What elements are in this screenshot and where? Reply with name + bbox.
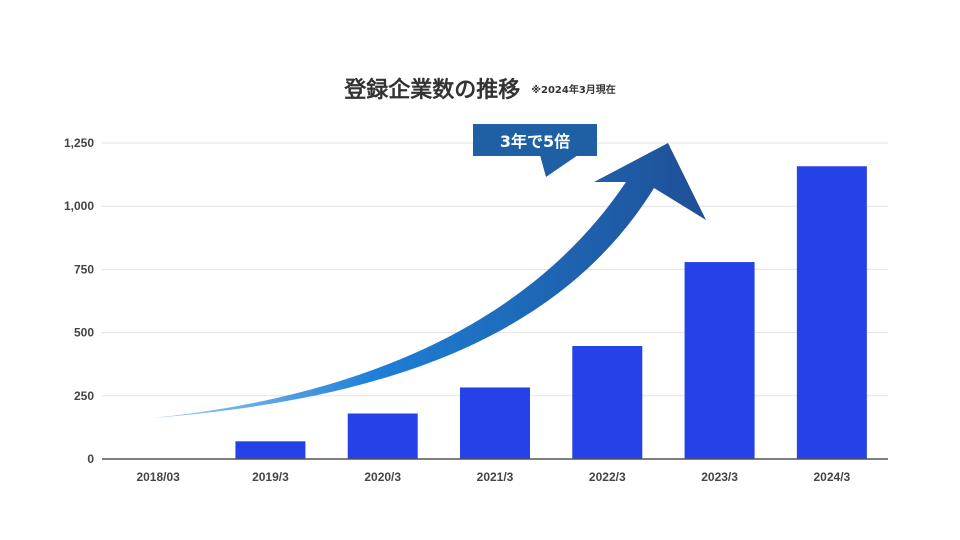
x-tick-label: 2020/3 [364,470,401,484]
growth-arrow [152,143,706,418]
growth-callout-label: 3年で5倍 [499,132,571,151]
y-tick-label: 500 [74,326,94,340]
y-tick-label: 1,000 [64,199,94,213]
x-tick-label: 2024/3 [814,470,851,484]
x-axis-ticks: 2018/03 2019/3 2020/3 2021/3 2022/3 2023/3 202… [136,470,850,484]
y-axis-ticks: 0 250 500 750 1,000 1,250 [64,136,94,466]
bar [572,345,643,459]
x-tick-label: 2019/3 [252,470,289,484]
chart-title: 登録企業数の推移 [344,78,521,103]
y-tick-label: 750 [74,262,94,276]
y-tick-label: 0 [87,452,94,466]
growth-callout: 3年で5倍 [473,124,597,156]
chart-title-row: 登録企業数の推移 ※2024年3月現在 [0,72,960,104]
chart-subtitle: ※2024年3月現在 [531,84,616,96]
growth-callout-tail [540,155,578,177]
x-tick-label: 2023/3 [701,470,738,484]
bar [460,387,530,459]
bars [235,166,867,459]
bar [347,413,418,459]
y-tick-label: 250 [74,389,94,403]
x-tick-label: 2021/3 [477,470,514,484]
bar [796,166,867,459]
x-tick-label: 2022/3 [589,470,626,484]
x-tick-label: 2018/03 [136,470,180,484]
bar [235,441,306,459]
y-tick-label: 1,250 [64,136,94,150]
grid-lines [102,142,888,397]
bar [684,262,755,459]
